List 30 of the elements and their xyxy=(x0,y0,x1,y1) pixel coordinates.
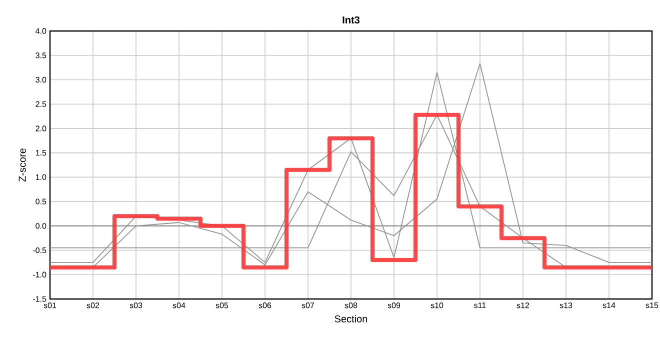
y-tick-label: 3.5 xyxy=(36,52,46,58)
y-tick-label: 0.0 xyxy=(36,223,46,229)
x-tick-label: s07 xyxy=(302,302,314,308)
x-tick-label: s11 xyxy=(474,302,486,308)
x-tick-label: s10 xyxy=(430,302,444,308)
y-tick-label: -1.0 xyxy=(33,272,46,278)
x-tick-label: s14 xyxy=(602,302,616,308)
x-tick-label: s02 xyxy=(86,302,100,308)
y-tick-label: 3.0 xyxy=(36,76,46,83)
y-tick-label: -0.5 xyxy=(33,247,46,254)
y-tick-label: 0.5 xyxy=(36,198,46,204)
x-tick-label: s15 xyxy=(646,302,658,308)
x-tick-label: s03 xyxy=(130,302,142,308)
y-tick-label: 1.0 xyxy=(36,174,46,180)
y-tick-label: 4.0 xyxy=(36,28,46,34)
y-tick-label: -1.5 xyxy=(33,296,46,302)
x-tick-label: s13 xyxy=(560,302,572,308)
x-tick-label: s12 xyxy=(516,302,530,308)
y-axis-title: Z-score xyxy=(18,148,26,182)
y-tick-label: 2.5 xyxy=(36,101,46,107)
x-axis-title: Section xyxy=(334,315,368,322)
x-tick-label: s06 xyxy=(258,302,272,308)
x-tick-label: s04 xyxy=(172,302,186,308)
chart-title: Int3 xyxy=(342,16,360,24)
x-tick-label: s05 xyxy=(216,302,228,308)
x-tick-label: s08 xyxy=(344,302,358,308)
x-tick-label: s09 xyxy=(388,302,400,308)
x-tick-label: s01 xyxy=(44,302,56,308)
y-tick-label: 2.0 xyxy=(36,126,46,132)
y-tick-label: 1.5 xyxy=(36,150,46,156)
